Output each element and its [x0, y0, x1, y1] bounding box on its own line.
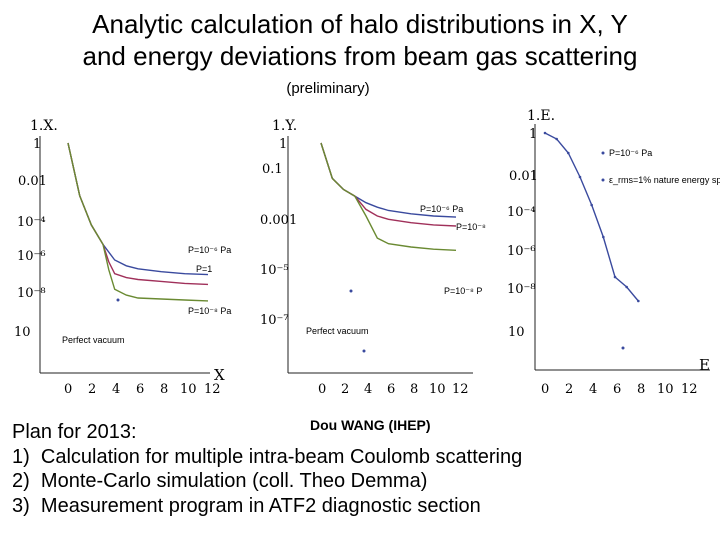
- subtitle: (preliminary): [286, 80, 370, 97]
- series-label: P=10⁻⁶ Pa: [420, 204, 463, 214]
- plan-item: 3) Measurement program in ATF2 diagnosti…: [12, 494, 712, 519]
- x-tick-label: 12: [681, 382, 698, 397]
- chart-energy-distribution: 1.E. 1 0.01 10⁻⁴ 10⁻⁶ 10⁻⁸ 10 0 2 4 6 8 …: [505, 108, 720, 413]
- y-tick-label: 10⁻⁷: [260, 313, 289, 328]
- x-tick-label: 8: [637, 382, 645, 397]
- x-tick-label: 8: [410, 382, 418, 397]
- series-label: P=10⁻⁶ Pa: [188, 245, 231, 255]
- y-tick-label: 0.01: [509, 169, 538, 184]
- x-tick-label: 4: [589, 382, 597, 397]
- y-tick-label: 10⁻⁴: [17, 215, 46, 230]
- legend-entry: ε_rms=1% nature energy spread: [609, 175, 720, 185]
- series-point: [602, 235, 605, 239]
- y-tick-label: 10⁻⁸: [507, 282, 536, 297]
- x-tick-label: 10: [180, 382, 197, 397]
- series-label: P=10⁻⁸: [456, 222, 486, 232]
- x-tick-label: 6: [387, 382, 395, 397]
- series-layer: [67, 142, 209, 302]
- y-tick-label: 10⁻⁶: [507, 244, 536, 259]
- y-tick-label: 0.001: [260, 213, 297, 228]
- x-tick-label: 2: [341, 382, 349, 397]
- plan-heading: Plan for 2013:: [12, 421, 137, 443]
- chart-e-svg: 1.E. 1 0.01 10⁻⁴ 10⁻⁶ 10⁻⁸ 10 0 2 4 6 8 …: [507, 108, 720, 397]
- x-tick-label: 6: [136, 382, 144, 397]
- y-axis-label: 1.X.: [30, 118, 58, 134]
- series-line: [67, 142, 209, 286]
- series-line: [544, 132, 639, 302]
- x-tick-label: 0: [318, 382, 326, 397]
- plan-item-text: Calculation for multiple intra-beam Coul…: [40, 445, 523, 468]
- y-tick-label: 10⁻⁵: [260, 263, 289, 278]
- plan-item: 1) Calculation for multiple intra-beam C…: [12, 445, 712, 470]
- slide-title: Analytic calculation of halo distributio…: [0, 8, 720, 72]
- series-point: [578, 175, 582, 179]
- y-tick-label: 1: [529, 127, 537, 142]
- y-tick-label: 10: [508, 325, 525, 340]
- legend-entry: P=10⁻⁶ Pa: [609, 148, 652, 158]
- series-label: P=10⁻⁸ P: [444, 286, 482, 296]
- data-point: [349, 289, 353, 293]
- title-line-1: Analytic calculation of halo distributio…: [92, 9, 628, 39]
- series-layer: [320, 142, 457, 251]
- y-tick-label: 10⁻⁶: [17, 249, 46, 264]
- x-axis-label: E: [699, 356, 710, 374]
- series-point: [625, 285, 628, 289]
- data-point: [116, 298, 120, 302]
- plan-item-number: 1): [12, 445, 30, 468]
- title-line-2: and energy deviations from beam gas scat…: [82, 41, 638, 71]
- series-line: [320, 142, 457, 251]
- plan-item-text: Monte-Carlo simulation (coll. Theo Demma…: [40, 470, 428, 492]
- y-tick-label: 1: [33, 137, 41, 152]
- annotation-perfect-vacuum: Perfect vacuum: [306, 326, 369, 336]
- series-label: P=10⁻⁸ Pa: [188, 306, 231, 316]
- series-label: P=1: [196, 264, 212, 274]
- x-tick-label: 4: [364, 382, 372, 397]
- plan-item-number: 3): [12, 494, 30, 517]
- series-line: [67, 142, 209, 276]
- series-point: [567, 151, 570, 155]
- series-layer: [543, 131, 640, 303]
- y-tick-label: 1: [279, 137, 287, 152]
- plan-list: Plan for 2013: 1) Calculation for multip…: [12, 420, 712, 518]
- y-axis-label-text: 1.E.: [527, 108, 555, 124]
- y-tick-label: 10⁻⁴: [507, 205, 536, 220]
- data-point: [362, 349, 366, 353]
- author-credit: Dou WANG (IHEP): [310, 417, 431, 433]
- series-point: [555, 137, 558, 141]
- plan-item: 2) Monte-Carlo simulation (coll. Theo De…: [12, 469, 712, 494]
- plan-item-text: Measurement program in ATF2 diagnostic s…: [40, 494, 481, 517]
- y-axis-label-text: 1.Y.: [272, 118, 297, 134]
- y-tick-label: 10: [14, 325, 31, 340]
- y-tick-label: 0.1: [262, 162, 283, 177]
- legend-marker: [601, 178, 605, 182]
- series-point: [543, 131, 547, 135]
- x-tick-label: 12: [452, 382, 469, 397]
- chart-x-distribution: 1.X. 1 0.01 10⁻⁴ 10⁻⁶ 10⁻⁸ 10 0 2 4 6 8 …: [0, 108, 235, 413]
- x-tick-label: 10: [429, 382, 446, 397]
- x-axis-label: X: [214, 366, 225, 384]
- x-tick-label: 6: [613, 382, 621, 397]
- y-tick-label: 10⁻⁸: [17, 286, 46, 301]
- chart-y-svg: 1.Y. 1 0.1 0.001 10⁻⁵ 10⁻⁷ 0 2 4 6 8 10 …: [260, 118, 486, 397]
- x-tick-label: 0: [541, 382, 549, 397]
- x-tick-label: 2: [565, 382, 573, 397]
- y-axis-label-text: 1.X.: [30, 118, 58, 134]
- x-tick-label: 10: [657, 382, 674, 397]
- x-tick-label: 8: [160, 382, 168, 397]
- chart-x-svg: 1.X. 1 0.01 10⁻⁴ 10⁻⁶ 10⁻⁸ 10 0 2 4 6 8 …: [14, 118, 231, 397]
- x-tick-label: 2: [88, 382, 96, 397]
- annotation-perfect-vacuum: Perfect vacuum: [62, 335, 125, 345]
- x-tick-label: 0: [64, 382, 72, 397]
- series-line: [67, 142, 209, 302]
- series-point: [637, 299, 640, 303]
- series-point: [590, 203, 593, 207]
- legend-marker: [601, 151, 605, 155]
- plan-item-number: 2): [12, 470, 30, 492]
- chart-y-distribution: 1.Y. 1 0.1 0.001 10⁻⁵ 10⁻⁷ 0 2 4 6 8 10 …: [258, 108, 493, 413]
- data-point: [621, 346, 625, 350]
- y-tick-label: 0.01: [18, 174, 47, 189]
- series-point: [613, 275, 617, 279]
- x-tick-label: 12: [204, 382, 221, 397]
- x-tick-label: 4: [112, 382, 120, 397]
